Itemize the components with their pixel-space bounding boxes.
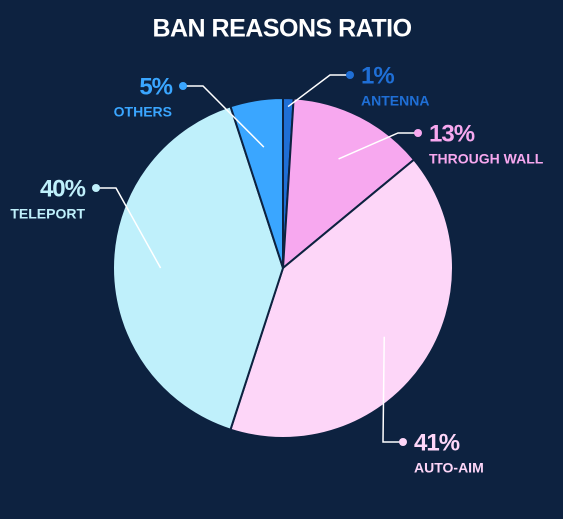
leader-dot [179,82,187,90]
percent-label: 1% [361,62,394,89]
pie-slice [111,105,285,431]
leader-line [96,187,162,269]
category-label: AUTO-AIM [414,460,484,476]
leader-dot [346,71,354,79]
leader-line [382,336,403,443]
percent-label: 40% [40,175,86,202]
leader-dot [92,184,100,192]
percent-label: 41% [414,429,460,456]
leader-dot [414,129,422,137]
leader-line [183,85,265,148]
percent-label: 13% [429,120,475,147]
leader-line [287,74,350,108]
pie-slice [229,96,284,269]
leader-line [338,132,418,160]
chart-title: BAN REASONS RATIO [152,15,411,43]
percent-label: 5% [139,73,172,100]
leader-dot [399,438,407,446]
category-label: TELEPORT [10,206,85,222]
pie-slice [229,158,454,439]
category-label: ANTENNA [361,93,429,109]
category-label: THROUGH WALL [429,151,544,167]
category-label: OTHERS [114,104,172,120]
